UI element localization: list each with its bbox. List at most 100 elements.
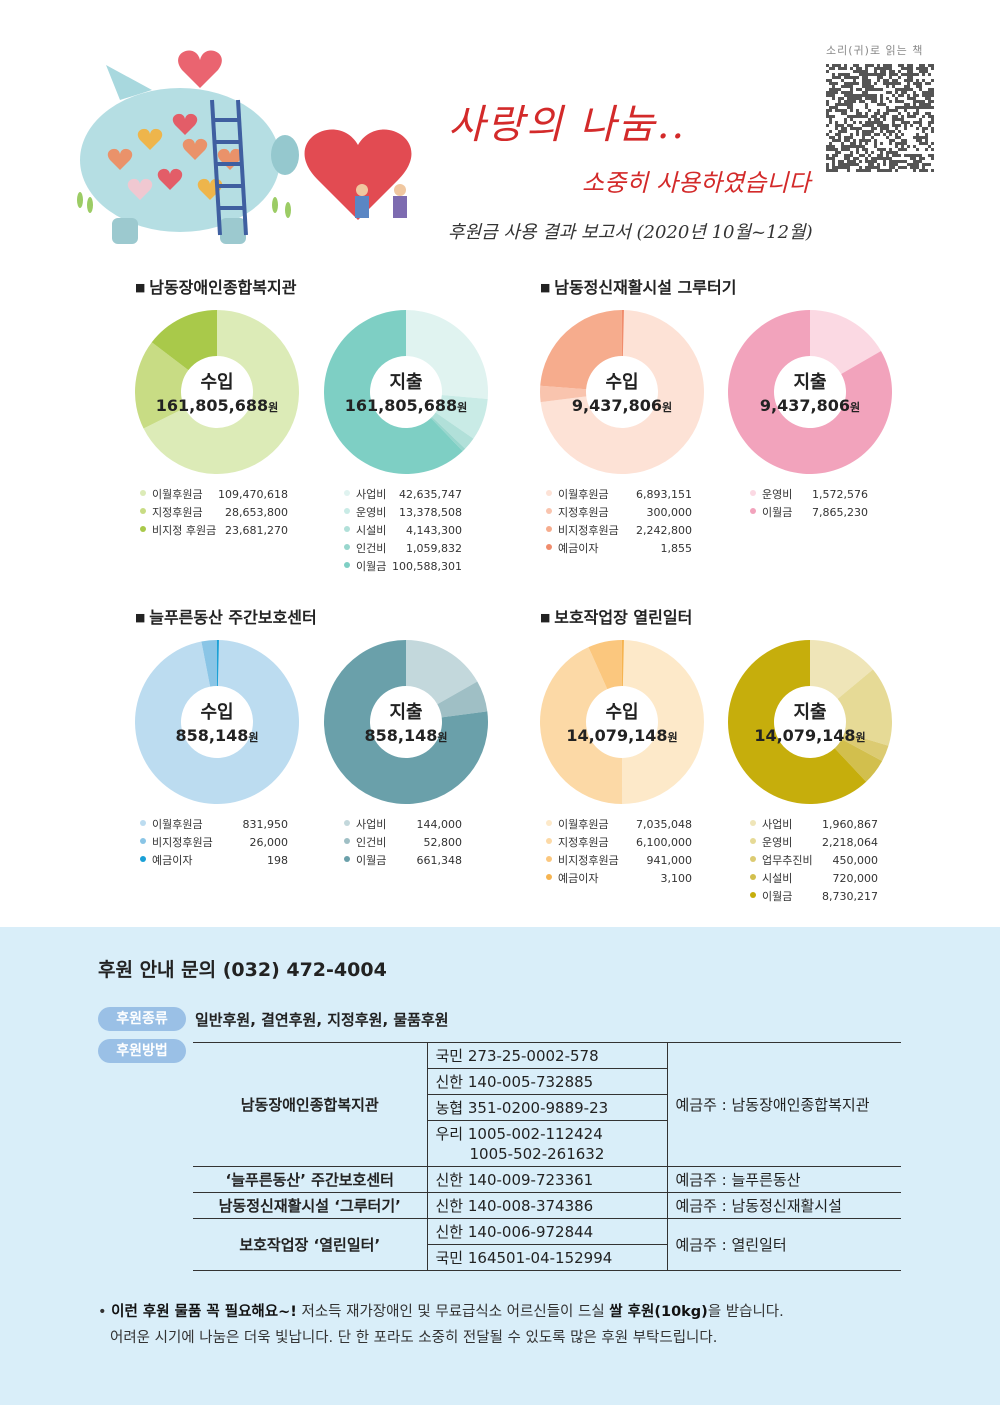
legend: 이월후원금 109,470,618 지정후원금 28,653,800 비지정 후원금 23… <box>140 486 288 540</box>
table-row: ‘늘푸른동산’ 주간보호센터 신한 140-009-723361 예금주 : 늘… <box>193 1166 901 1193</box>
org-name: ‘늘푸른동산’ 주간보호센터 <box>193 1166 428 1193</box>
legend: 이월후원금 831,950 비지정후원금 26,000 예금이자 198 <box>140 816 288 870</box>
donut-slice <box>437 681 488 718</box>
donut-slice <box>837 669 892 746</box>
donut-slice <box>151 310 217 371</box>
legend-label: 이월금 <box>762 506 793 519</box>
legend-dot-icon <box>344 544 350 550</box>
legend-dot-icon <box>140 856 146 862</box>
legend-amount: 941,000 <box>646 854 693 867</box>
donut-kind: 지출 <box>389 702 423 723</box>
account-holder: 예금주 : 열린일터 <box>667 1218 901 1271</box>
legend-item: 이월금 661,348 <box>344 852 462 870</box>
donut-slice <box>435 395 488 439</box>
kind-label-badge: 후원종류 <box>98 1007 186 1031</box>
legend-item: 사업비 144,000 <box>344 816 462 834</box>
donut-slice <box>143 310 299 474</box>
legend-item: 이월후원금 109,470,618 <box>140 486 288 504</box>
donut-slice <box>540 385 587 403</box>
piggy-bank-illustration <box>77 50 412 244</box>
legend-label: 이월후원금 <box>152 818 203 831</box>
legend-item: 예금이자 1,855 <box>546 540 692 558</box>
donut-slice <box>728 310 892 474</box>
donut-center-label: 수입 14,079,148원 <box>540 698 704 745</box>
donut-slice <box>834 739 883 782</box>
donation-kinds: 일반후원, 결연후원, 지정후원, 물품후원 <box>195 1011 449 1029</box>
legend-item: 시설비 720,000 <box>750 870 878 888</box>
legend-label: 이월금 <box>762 890 793 903</box>
donut-slice <box>135 640 299 804</box>
account-number: 신한 140-009-723361 <box>427 1166 668 1193</box>
legend-item: 운영비 1,572,576 <box>750 486 868 504</box>
account-number: 신한 140-005-732885 <box>427 1068 668 1095</box>
donut-total: 858,148원 <box>175 726 259 745</box>
legend-amount: 1,855 <box>660 542 693 555</box>
legend-amount: 831,950 <box>242 818 289 831</box>
table-row: 신한 140-005-732885 <box>193 1068 901 1095</box>
donut-center-label: 지출 858,148원 <box>324 698 488 745</box>
qr-code-icon[interactable] <box>826 64 934 172</box>
donut-kind: 지출 <box>793 372 827 393</box>
legend: 운영비 1,572,576 이월금 7,865,230 <box>750 486 868 522</box>
donut-slice <box>841 732 889 761</box>
donut-slice <box>430 416 466 452</box>
legend-amount: 1,572,576 <box>812 488 868 501</box>
legend-dot-icon <box>344 508 350 514</box>
legend-item: 지정후원금 300,000 <box>546 504 692 522</box>
table-row: 우리 1005-002-112424 1005-502-261632 <box>193 1120 901 1167</box>
account-holder: 예금주 : 남동장애인종합복지관 <box>667 1042 901 1167</box>
donation-info-panel: 후원 안내 문의 (032) 472-4004 후원종류 일반후원, 결연후원,… <box>0 927 1000 1405</box>
legend: 사업비 42,635,747 운영비 13,378,508 시설비 4,143,300 인건… <box>344 486 462 576</box>
section-title: 남동장애인종합복지관 <box>135 274 296 298</box>
legend-item: 사업비 42,635,747 <box>344 486 462 504</box>
legend-label: 예금이자 <box>558 542 599 555</box>
contact-heading: 후원 안내 문의 (032) 472-4004 <box>98 959 387 981</box>
account-number: 농협 351-0200-9889-23 <box>427 1094 668 1121</box>
account-number: 신한 140-006-972844 <box>427 1218 668 1245</box>
donut-total: 161,805,688원 <box>155 396 279 415</box>
account-number: 국민 273-25-0002-578 <box>427 1042 668 1069</box>
donut-chart <box>324 640 488 804</box>
legend-item: 시설비 4,143,300 <box>344 522 462 540</box>
legend-dot-icon <box>344 838 350 844</box>
table-row: 농협 351-0200-9889-23 <box>193 1094 901 1121</box>
donut-slice <box>810 310 882 374</box>
legend-dot-icon <box>546 874 552 880</box>
legend-label: 비지정후원금 <box>152 836 213 849</box>
legend-label: 사업비 <box>356 488 387 501</box>
legend-amount: 2,242,800 <box>636 524 692 537</box>
donut-kind: 지출 <box>389 372 423 393</box>
section-title: 보호작업장 열린일터 <box>540 604 692 628</box>
legend-dot-icon <box>546 526 552 532</box>
donut-chart <box>135 310 299 474</box>
table-row: 남동장애인종합복지관 국민 273-25-0002-578 예금주 : 남동장애… <box>193 1042 901 1167</box>
legend-amount: 198 <box>267 854 288 867</box>
donut-slice <box>324 310 463 474</box>
legend-amount: 109,470,618 <box>218 488 288 501</box>
donut-kind: 지출 <box>793 702 827 723</box>
legend-item: 인건비 52,800 <box>344 834 462 852</box>
legend: 사업비 1,960,867 운영비 2,218,064 업무추진비 450,000 시설비 7… <box>750 816 878 906</box>
account-number: 국민 164501-04-152994 <box>427 1244 668 1271</box>
donut-slice <box>621 640 624 687</box>
legend-label: 이월금 <box>356 560 387 573</box>
legend-item: 사업비 1,960,867 <box>750 816 878 834</box>
donut-slice <box>431 412 474 449</box>
legend-amount: 23,681,270 <box>225 524 288 537</box>
donut-slice <box>324 640 488 804</box>
donut-slice <box>588 640 622 690</box>
legend-label: 시설비 <box>356 524 387 537</box>
legend-amount: 26,000 <box>249 836 289 849</box>
legend-dot-icon <box>546 544 552 550</box>
method-label-badge: 후원방법 <box>98 1039 186 1063</box>
legend-item: 이월금 7,865,230 <box>750 504 868 522</box>
legend-amount: 2,218,064 <box>822 836 878 849</box>
legend-label: 사업비 <box>356 818 387 831</box>
legend-item: 비지정 후원금 23,681,270 <box>140 522 288 540</box>
legend-amount: 450,000 <box>832 854 879 867</box>
legend-label: 시설비 <box>762 872 793 885</box>
legend-item: 인건비 1,059,832 <box>344 540 462 558</box>
legend: 사업비 144,000 인건비 52,800 이월금 661,348 <box>344 816 462 870</box>
legend-item: 업무추진비 450,000 <box>750 852 878 870</box>
donut-slice <box>216 640 219 687</box>
